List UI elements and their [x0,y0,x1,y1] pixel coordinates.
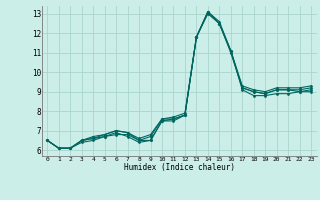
X-axis label: Humidex (Indice chaleur): Humidex (Indice chaleur) [124,163,235,172]
